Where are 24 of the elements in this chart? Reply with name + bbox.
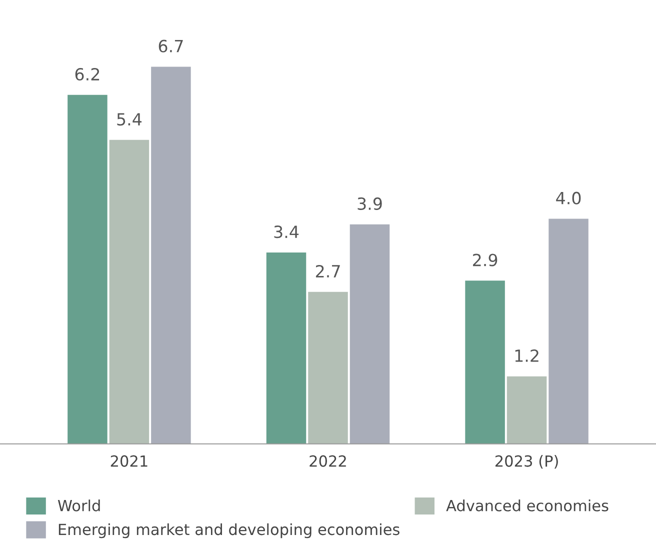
bar [465,280,505,444]
data-label: 6.2 [75,68,100,81]
x-tick-label: 2023 (P) [495,455,558,469]
x-tick-label: 2021 [110,455,148,467]
legend-label: Emerging market and developing economies [58,523,400,538]
bar [68,94,108,444]
bar [109,140,150,444]
data-label: 3.9 [358,197,382,210]
bar [350,224,390,444]
x-tick-label: 2022 [310,455,346,467]
legend-label: World [58,500,100,512]
bar [308,292,348,444]
data-label: 3.4 [274,226,299,238]
data-label: 6.7 [158,40,183,52]
bar [266,252,306,444]
data-label: 2.7 [316,264,340,278]
bar [506,376,547,444]
data-label: 1.2 [515,349,538,362]
bar [548,218,588,444]
data-label: 5.4 [117,113,142,126]
data-label: 4.0 [556,192,581,204]
bar [151,66,191,444]
legend-label: Advanced economies [446,500,608,512]
data-label: 2.9 [473,254,498,266]
